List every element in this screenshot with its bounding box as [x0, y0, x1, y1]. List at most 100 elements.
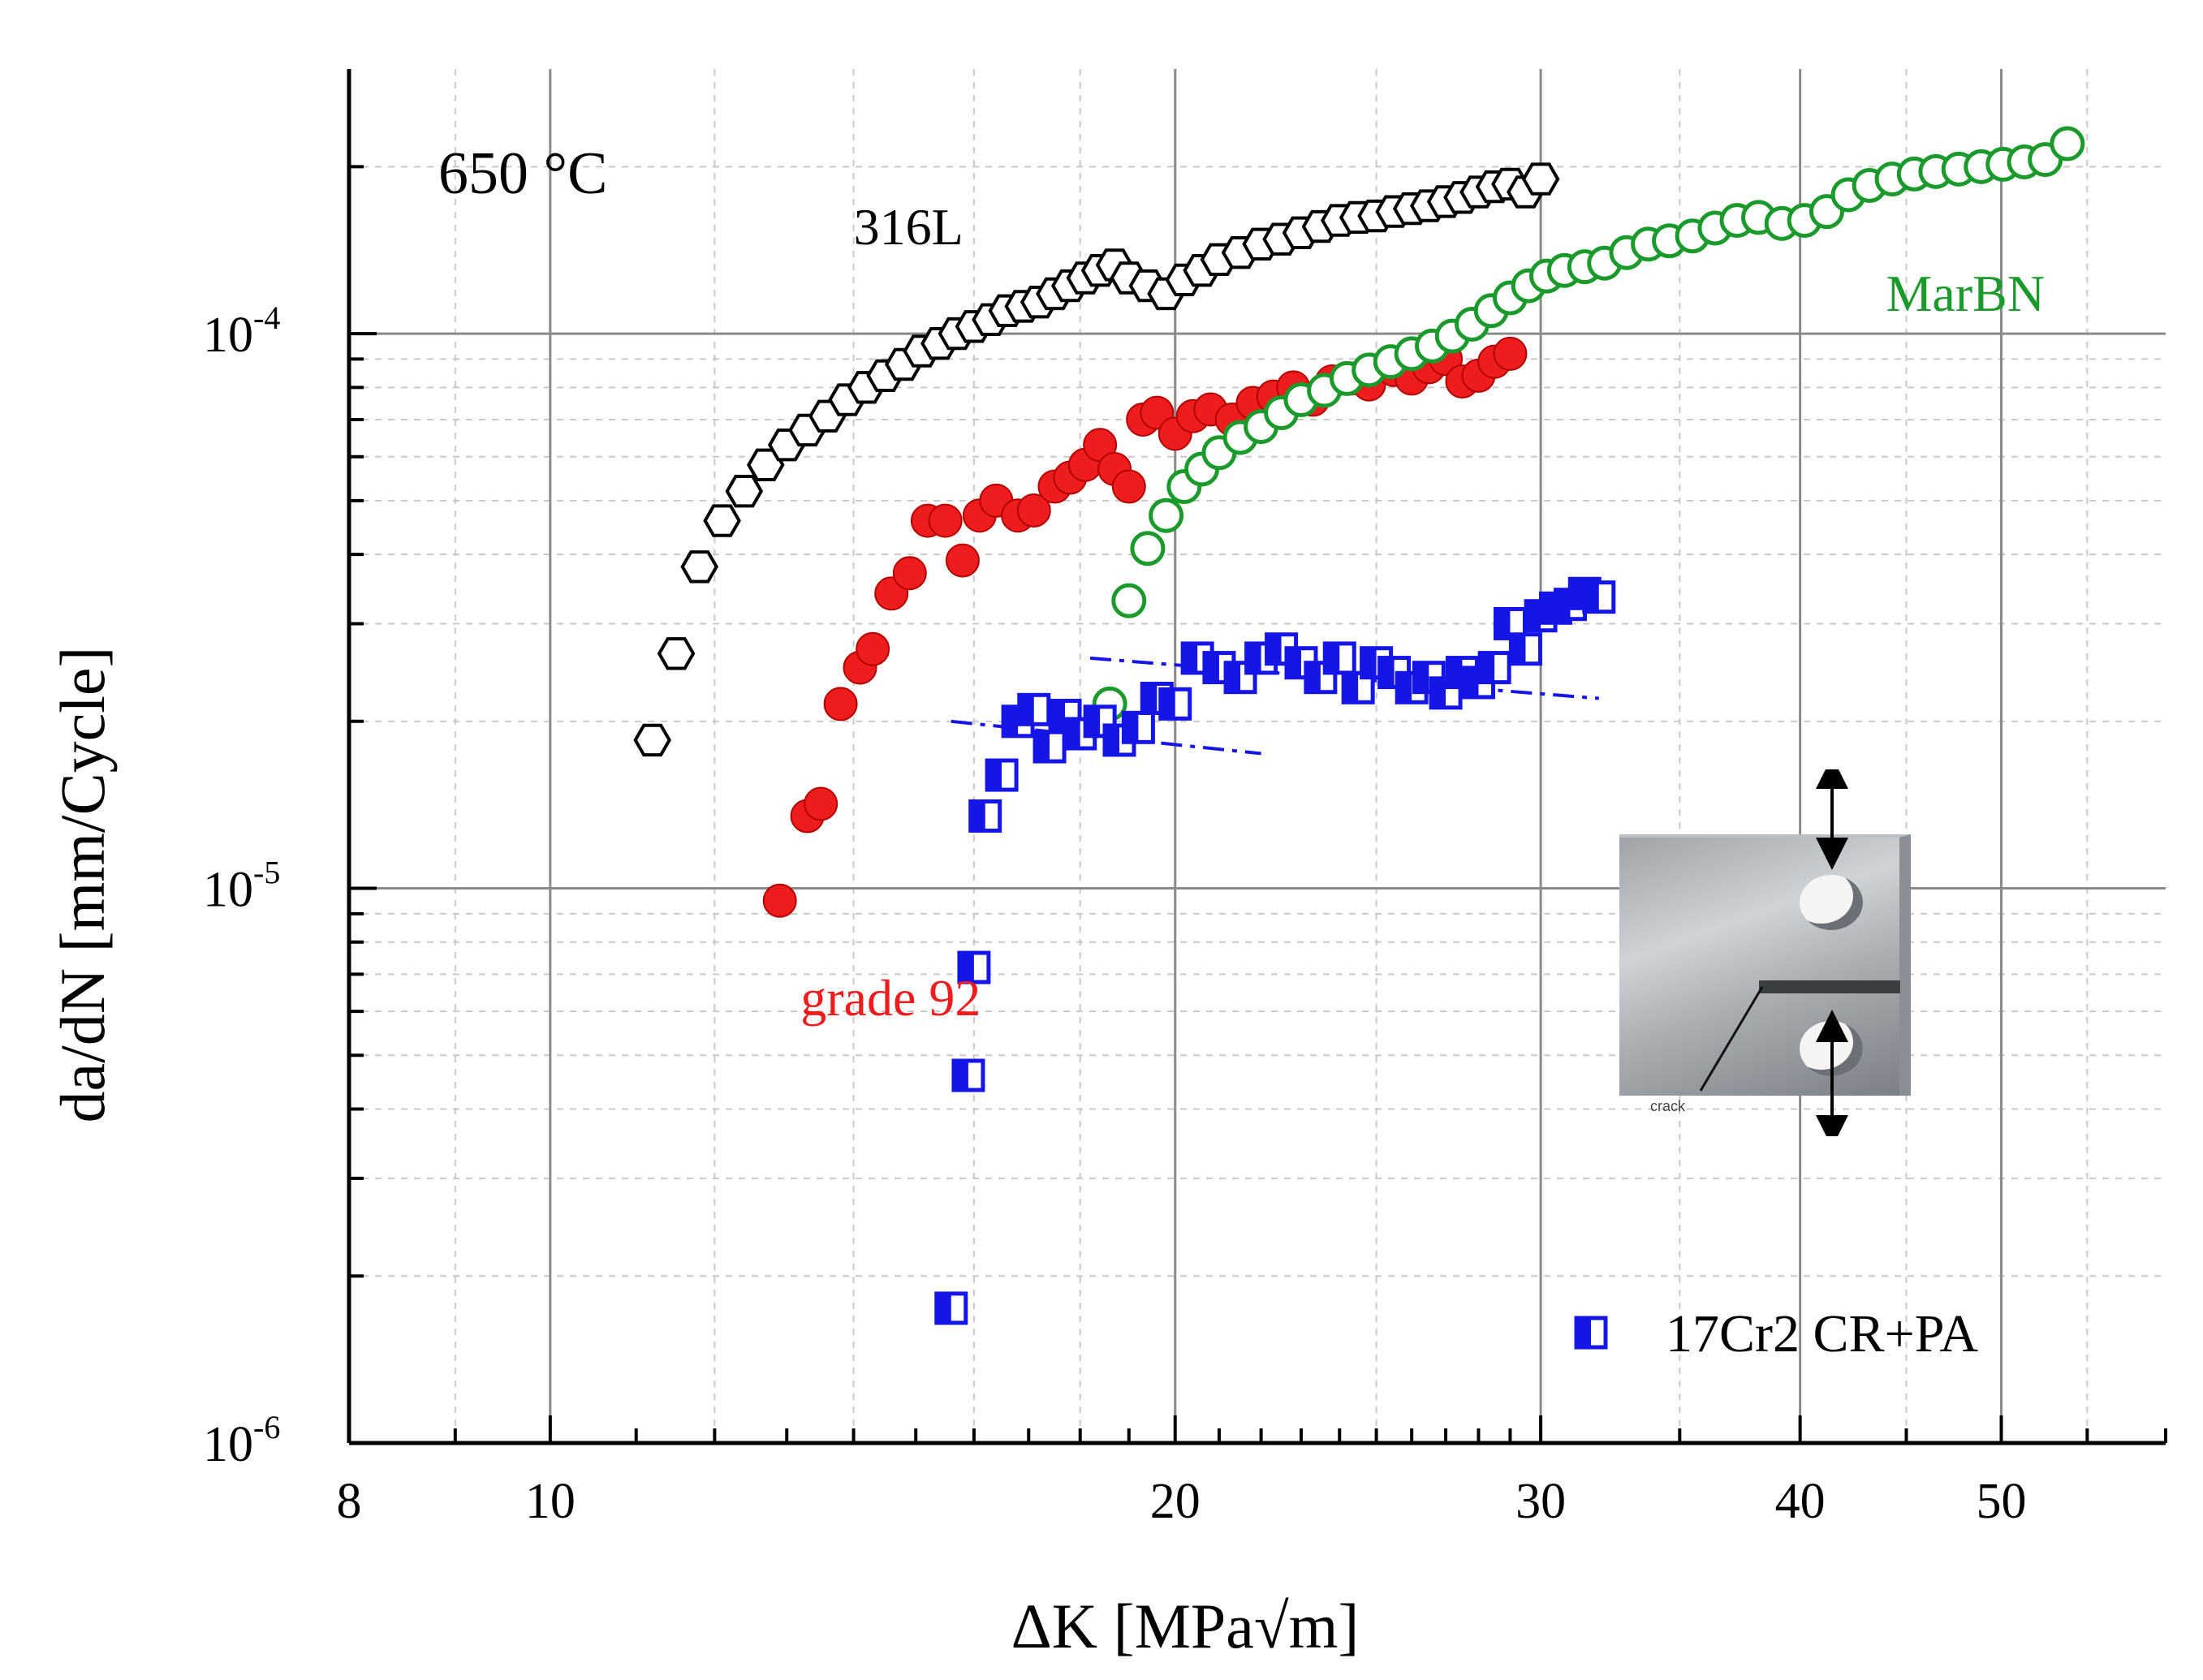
marker-fill [1576, 1318, 1591, 1347]
data-point [1083, 704, 1117, 739]
data-point [985, 758, 1019, 792]
data-point [892, 556, 927, 591]
data-point [1322, 641, 1356, 675]
marker-fill [1379, 657, 1395, 687]
load-arrows [1699, 769, 1848, 1136]
axes [347, 69, 2167, 1445]
series-marbn [1092, 126, 2085, 722]
marker-fill [1343, 673, 1359, 703]
marker-fill [1526, 601, 1541, 631]
data-points [633, 126, 2085, 1325]
y-tick-labels: 10-6 10-5 10-4 [203, 299, 280, 1472]
y-tick-label: 10-4 [203, 299, 280, 363]
temperature-label: 650 °C [438, 140, 607, 207]
marker-fill [987, 760, 1002, 790]
data-point [968, 799, 1002, 833]
x-tick-labels: 8 10 20 30 40 50 [337, 1474, 2027, 1529]
series-label-marbn: MarBN [1886, 265, 2046, 322]
data-point [957, 950, 991, 984]
marker-fill [1003, 706, 1019, 736]
marker-fill [1246, 643, 1261, 673]
legend-marker-shape [1574, 1316, 1608, 1350]
ct-specimen-photo [1619, 834, 1911, 1096]
marker-fill [1035, 732, 1050, 762]
data-point [934, 1291, 968, 1325]
notch [1759, 980, 1900, 993]
x-tick-label: 50 [1976, 1474, 2026, 1529]
marker-fill [1019, 695, 1034, 725]
y-tick-label: 10-6 [203, 1409, 280, 1472]
data-point [1158, 687, 1192, 721]
series-grade-92 [762, 336, 1528, 918]
marker-fill [1480, 653, 1495, 683]
data-point [1016, 493, 1051, 528]
crack-label: crack [1650, 1098, 1686, 1114]
marker-fill [1511, 634, 1526, 664]
data-point [1521, 162, 1560, 196]
data-point [1493, 336, 1528, 371]
x-tick-label: 20 [1150, 1474, 1201, 1529]
y-axis-title: da/dN [mm/Cycle] [47, 646, 118, 1122]
marker-fill [1305, 662, 1321, 692]
data-point [1429, 676, 1463, 710]
data-point [1111, 583, 1147, 618]
data-point [1149, 498, 1184, 533]
marker-fill [936, 1293, 951, 1323]
data-point [1582, 580, 1616, 614]
data-point [1033, 730, 1067, 764]
data-point [1121, 710, 1155, 744]
data-point [945, 543, 980, 578]
marker-fill [1226, 662, 1241, 692]
data-point [1111, 469, 1146, 504]
marker-fill [1584, 582, 1599, 612]
data-point [1477, 651, 1511, 685]
crack-pointer [1699, 986, 1764, 1092]
data-point [804, 786, 839, 821]
legend: 17Cr2 CR+PA [1574, 1304, 1978, 1363]
series-17cr2-cr-pa [934, 576, 1616, 1325]
marker-fill [1160, 689, 1175, 719]
data-point [1130, 531, 1166, 566]
marker-fill [1085, 706, 1101, 736]
x-tick-label: 8 [337, 1474, 362, 1529]
marker-fill [1204, 653, 1219, 683]
data-point [1341, 670, 1375, 704]
marker-fill [1431, 678, 1446, 708]
marker-fill [1361, 648, 1377, 678]
data-point [762, 883, 797, 918]
marker-fill [1464, 667, 1479, 697]
data-point [928, 503, 963, 538]
legend-label: 17Cr2 CR+PA [1666, 1304, 1978, 1363]
data-point [725, 475, 764, 508]
marker-fill [1266, 634, 1282, 664]
data-point [633, 723, 672, 757]
marker-fill [1286, 648, 1301, 678]
data-point [680, 550, 719, 584]
data-point [2050, 126, 2085, 162]
data-point [1508, 632, 1542, 666]
data-point [951, 1058, 985, 1092]
marker-fill [959, 953, 974, 983]
data-point [1017, 692, 1051, 726]
x-tick-label: 10 [525, 1474, 576, 1529]
specimen-inset: crack [1619, 769, 1942, 1136]
marker-fill [1142, 683, 1158, 713]
marker-fill [970, 801, 985, 831]
marker-fill [1414, 662, 1429, 692]
data-point [856, 631, 890, 666]
marker-fill [1555, 589, 1571, 619]
grid [349, 69, 2166, 1443]
series-316l [633, 162, 1560, 757]
x-tick-label: 40 [1775, 1474, 1826, 1529]
marker-fill [1050, 700, 1066, 730]
x-tick-label: 30 [1515, 1474, 1566, 1529]
series-label-316l: 316L [854, 198, 964, 256]
upper-pin-hole [1800, 875, 1863, 930]
x-axis-title: ΔK [MPa√m] [1011, 1591, 1360, 1661]
marker-fill [1065, 719, 1080, 749]
marker-fill [953, 1061, 968, 1091]
marker-fill [1541, 593, 1556, 623]
marker-fill [1105, 725, 1120, 755]
data-point [703, 504, 741, 537]
